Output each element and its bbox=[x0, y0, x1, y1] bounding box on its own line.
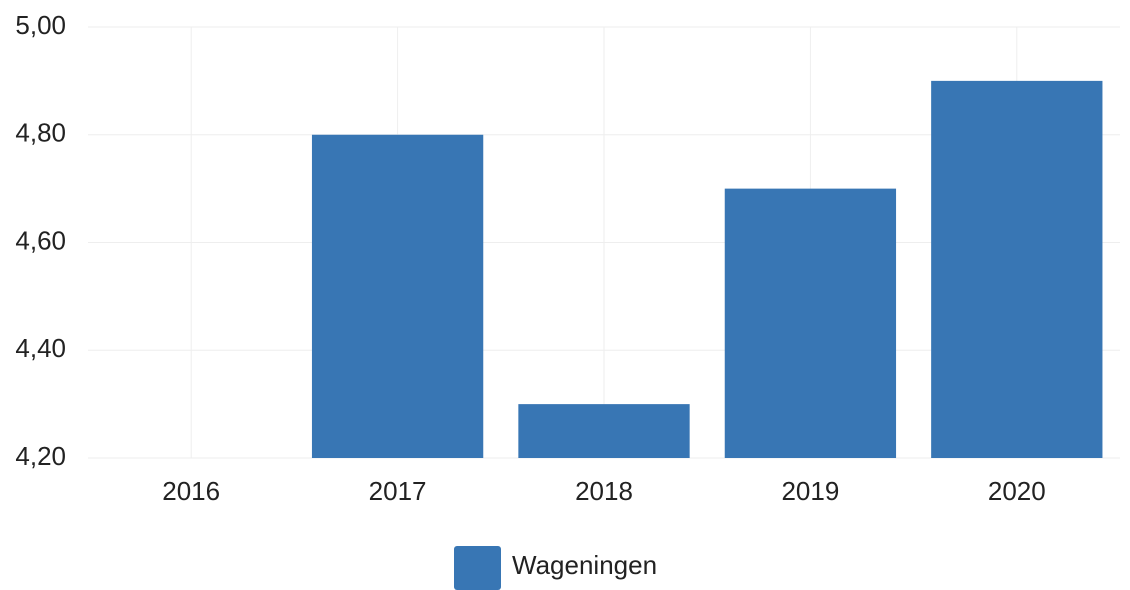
bar bbox=[724, 188, 897, 458]
y-tick-label: 4,20 bbox=[15, 441, 66, 471]
legend-label: Wageningen bbox=[512, 550, 657, 580]
x-tick-label: 2019 bbox=[781, 476, 839, 506]
x-tick-label: 2020 bbox=[988, 476, 1046, 506]
x-tick-label: 2018 bbox=[575, 476, 633, 506]
x-tick-label: 2017 bbox=[369, 476, 427, 506]
bar bbox=[311, 134, 484, 458]
y-tick-label: 4,40 bbox=[15, 333, 66, 363]
y-tick-label: 4,80 bbox=[15, 118, 66, 148]
legend-swatch bbox=[454, 546, 501, 590]
x-tick-label: 2016 bbox=[162, 476, 220, 506]
y-tick-label: 5,00 bbox=[15, 10, 66, 40]
bar bbox=[931, 80, 1103, 458]
bar bbox=[518, 404, 690, 458]
y-tick-label: 4,60 bbox=[15, 225, 66, 255]
